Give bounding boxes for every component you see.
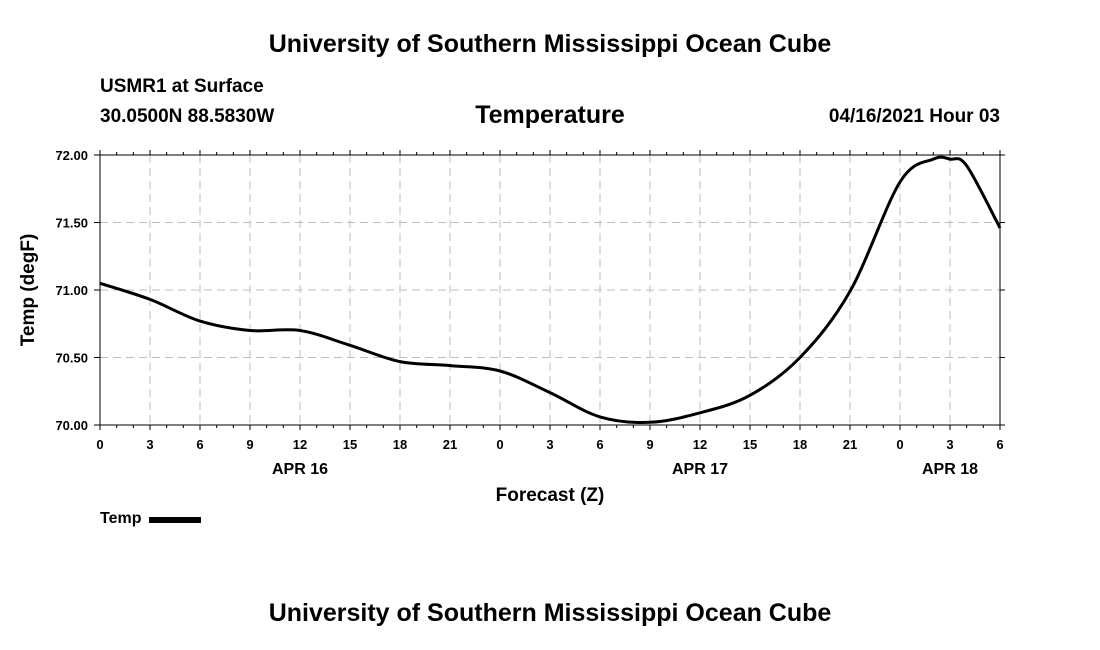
x-tick-label: 0 [96, 437, 103, 452]
x-tick-label: 15 [343, 437, 357, 452]
x-tick-label: 9 [646, 437, 653, 452]
forecast-datetime: 04/16/2021 Hour 03 [828, 106, 1000, 127]
x-tick-label: 21 [443, 437, 457, 452]
y-tick-label: 70.50 [55, 351, 88, 366]
x-tick-label: 3 [546, 437, 553, 452]
legend: Temp [100, 510, 202, 528]
date-label: APR 16 [272, 461, 328, 478]
x-tick-label: 18 [793, 437, 807, 452]
x-tick-label: 3 [146, 437, 153, 452]
x-tick-label: 0 [496, 437, 503, 452]
y-tick-label: 70.00 [55, 418, 88, 433]
x-tick-label: 12 [693, 437, 707, 452]
x-tick-label: 3 [946, 437, 953, 452]
legend-swatch-temp [149, 517, 202, 523]
x-tick-label: 12 [293, 437, 307, 452]
station-name: USMR1 at Surface [100, 76, 264, 97]
y-tick-label: 72.00 [55, 148, 88, 163]
date-label: APR 17 [672, 461, 728, 478]
series-line-temp [99, 155, 1002, 424]
station-coordinates: 30.0500N 88.5830W [100, 106, 275, 127]
grid-lines [100, 155, 1000, 425]
x-tick-label: 6 [996, 437, 1003, 452]
y-tick-label: 71.50 [55, 216, 88, 231]
series-layer [99, 155, 1002, 424]
x-tick-label: 18 [393, 437, 407, 452]
date-label: APR 18 [922, 461, 978, 478]
x-tick-label: 21 [843, 437, 857, 452]
org-title-top: University of Southern Mississippi Ocean… [268, 30, 832, 58]
legend-label-temp: Temp [100, 510, 142, 527]
y-tick-label: 71.00 [55, 283, 88, 298]
y-axis-title: Temp (degF) [18, 234, 39, 347]
org-title-bottom: University of Southern Mississippi Ocean… [268, 599, 832, 627]
tick-labels: 70.00 70.50 71.00 71.50 72.00 0 3 6 9 12 15 18 21 0 3 6… [55, 148, 1003, 478]
x-tick-label: 15 [743, 437, 757, 452]
x-tick-label: 0 [896, 437, 903, 452]
x-axis-title: Forecast (Z) [496, 485, 605, 506]
x-tick-label: 6 [196, 437, 203, 452]
chart-title: Temperature [475, 101, 625, 129]
x-tick-label: 9 [246, 437, 253, 452]
plot-frame [99, 154, 1001, 426]
x-tick-label: 6 [596, 437, 603, 452]
axes [94, 150, 1005, 430]
